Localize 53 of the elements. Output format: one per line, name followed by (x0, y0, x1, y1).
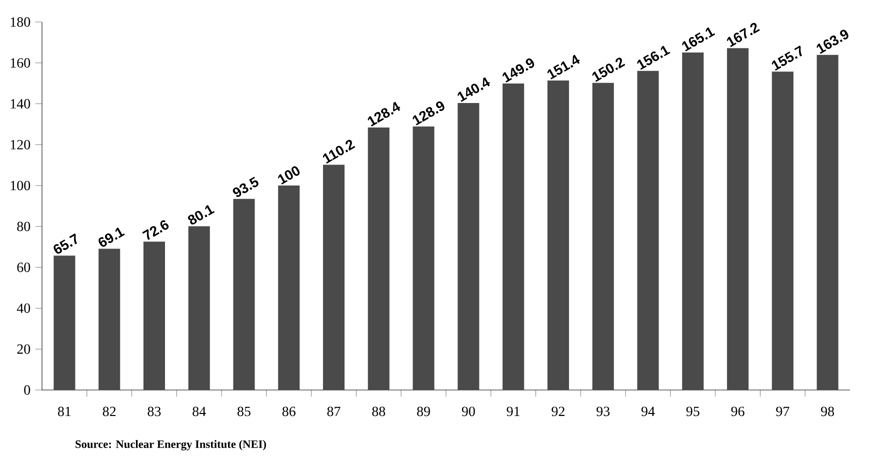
x-tick-label: 96 (731, 406, 744, 416)
x-tick-label: 93 (596, 406, 610, 416)
x-tick-label: 81 (58, 406, 71, 416)
x-tick-label: 91 (506, 406, 520, 416)
x-tick-label: 92 (552, 406, 564, 416)
y-tick-label: 180 (10, 17, 30, 27)
x-tick-label: 88 (372, 406, 386, 416)
bar (278, 186, 300, 390)
x-tick-label: 86 (282, 406, 296, 416)
x-tick-label: 97 (776, 406, 790, 416)
data-label: 69.1 (98, 227, 125, 247)
bar (682, 52, 704, 390)
x-tick-label: 84 (192, 406, 206, 416)
y-tick-label: 20 (17, 344, 30, 354)
x-tick-label: 89 (417, 406, 430, 416)
data-label: 100 (278, 166, 300, 184)
x-tick-label: 83 (148, 406, 161, 416)
bar (458, 102, 480, 390)
bar (188, 226, 210, 390)
x-tick-label: 85 (238, 406, 250, 416)
bar (233, 198, 255, 390)
y-tick-label: 0 (24, 385, 30, 395)
bar (323, 164, 345, 390)
y-tick-label: 100 (10, 180, 30, 190)
x-tick-label: 87 (327, 406, 340, 416)
bar (143, 242, 165, 390)
bar (772, 72, 794, 390)
data-label: 93.5 (232, 176, 258, 198)
y-tick-label: 160 (10, 58, 30, 68)
x-tick-label: 90 (462, 406, 475, 416)
bar (547, 80, 569, 390)
y-tick-label: 80 (17, 222, 30, 232)
data-label: 80.1 (188, 204, 215, 224)
bar (54, 256, 76, 390)
y-tick-label: 60 (17, 262, 30, 272)
bar (502, 84, 524, 390)
y-tick-label: 40 (16, 304, 30, 313)
bar (412, 126, 434, 390)
data-label: 65.7 (54, 233, 78, 254)
y-tick-label: 120 (10, 140, 30, 150)
bar (637, 70, 659, 390)
data-label: 72.6 (142, 220, 169, 240)
bar (816, 54, 838, 390)
bar (592, 82, 614, 390)
source-note: Source: Nuclear Energy Institute (NEI) (76, 440, 266, 450)
x-tick-label: 94 (641, 406, 655, 416)
y-tick-label: 140 (10, 99, 30, 109)
x-tick-label: 98 (821, 406, 834, 416)
bar (98, 248, 120, 390)
x-tick-label: 82 (102, 406, 116, 416)
bar (727, 48, 749, 390)
x-tick-label: 95 (686, 406, 700, 416)
bar (368, 127, 390, 390)
